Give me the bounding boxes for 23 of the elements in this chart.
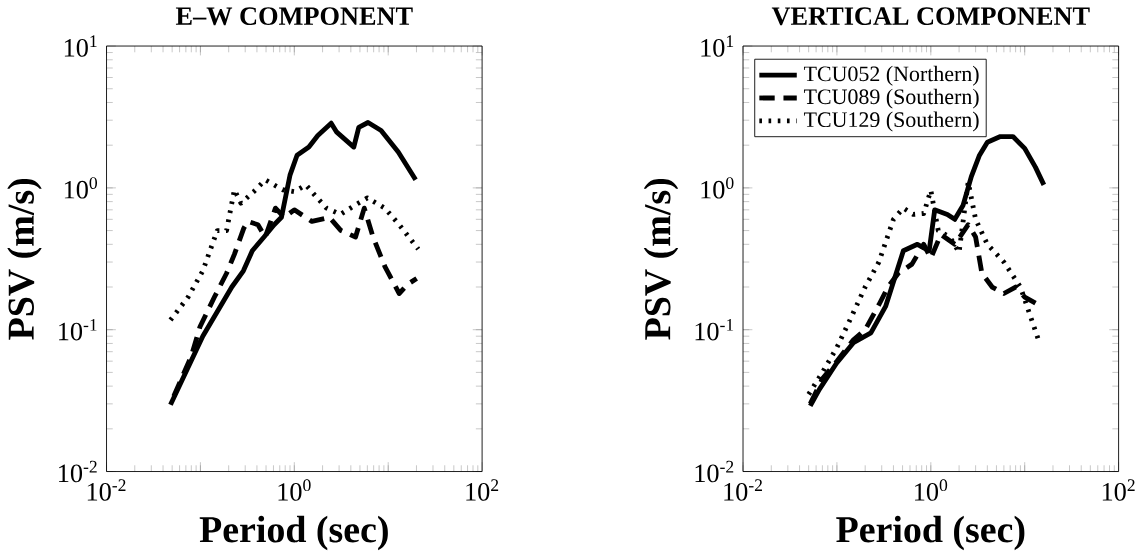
- x-tick-label: 10$^{2}$: [466, 479, 499, 501]
- x-tick-label: 10$^{-2}$: [724, 479, 762, 501]
- x-tick-label: 10$^{-2}$: [87, 479, 126, 501]
- y-tick-label: 10$^{0}$: [701, 176, 734, 199]
- x-axis-title: Period (sec): [199, 515, 388, 550]
- x-tick-label: 10$^{0}$: [915, 479, 948, 501]
- legend-label: TCU089 (Southern): [803, 88, 979, 109]
- y-tick-label: 10$^{-1}$: [695, 318, 734, 341]
- legend-label: TCU052 (Northern): [803, 65, 979, 86]
- x-tick-label: 10$^{2}$: [1102, 479, 1135, 501]
- chart-title: VERTICAL COMPONENT: [771, 7, 1090, 25]
- y-tick-label: 10$^{-2}$: [59, 460, 97, 482]
- y-tick-label: 10$^{0}$: [64, 176, 98, 199]
- y-tick-label: 10$^{-2}$: [695, 460, 734, 482]
- legend-label: TCU129 (Southern): [803, 111, 979, 132]
- chart-title: E–W COMPONENT: [175, 7, 413, 25]
- y-axis-title: PSV (m/s): [7, 178, 42, 340]
- y-tick-label: 10$^{1}$: [701, 35, 734, 57]
- y-tick-label: 10$^{-1}$: [59, 318, 97, 341]
- x-tick-label: 10$^{0}$: [278, 479, 311, 501]
- x-axis-title: Period (sec): [836, 515, 1025, 550]
- y-tick-label: 10$^{1}$: [64, 35, 97, 57]
- y-axis-title: PSV (m/s): [643, 178, 679, 340]
